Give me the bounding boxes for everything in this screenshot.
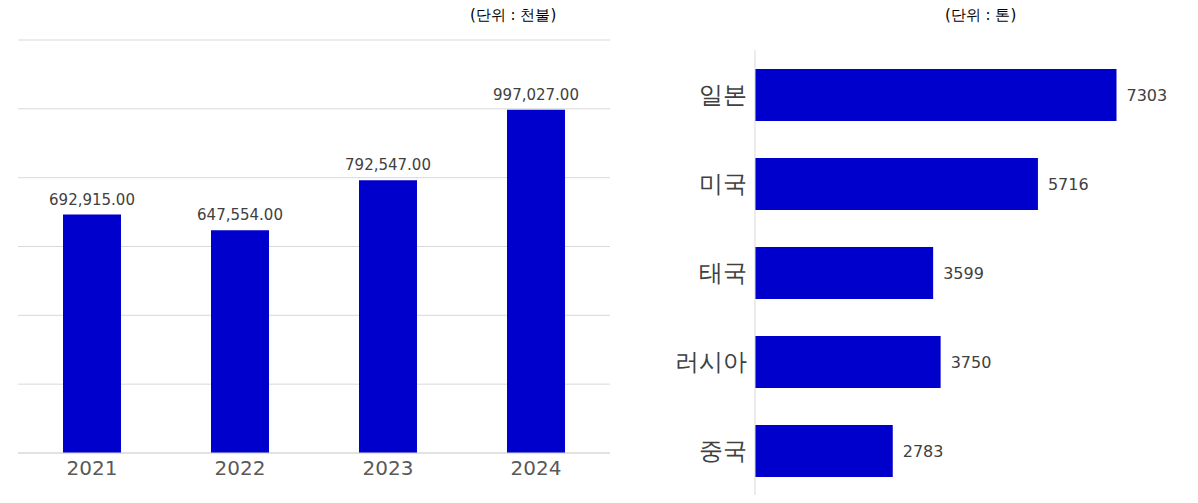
svg-text:2783: 2783 [903, 442, 944, 461]
svg-text:7303: 7303 [1126, 86, 1167, 105]
svg-text:3599: 3599 [943, 264, 984, 283]
svg-text:태국: 태국 [699, 259, 747, 287]
svg-text:647,554.00: 647,554.00 [197, 206, 283, 224]
svg-text:2022: 2022 [215, 456, 266, 480]
svg-text:792,547.00: 792,547.00 [345, 156, 431, 174]
svg-text:중국: 중국 [699, 437, 747, 465]
svg-text:러시아: 러시아 [675, 348, 747, 376]
svg-text:3750: 3750 [951, 353, 992, 372]
html-text:(단위 : 천불): (단위 : 천불) [470, 6, 557, 24]
svg-text:997,027.00: 997,027.00 [493, 86, 579, 104]
svg-text:일본: 일본 [699, 81, 747, 109]
html-text:(단위 : 톤): (단위 : 톤) [945, 6, 1017, 24]
svg-text:2024: 2024 [511, 456, 562, 480]
svg-text:692,915.00: 692,915.00 [49, 191, 135, 209]
svg-text:미국: 미국 [699, 170, 747, 198]
svg-text:2023: 2023 [363, 456, 414, 480]
svg-text:2021: 2021 [67, 456, 118, 480]
svg-text:5716: 5716 [1048, 175, 1089, 194]
